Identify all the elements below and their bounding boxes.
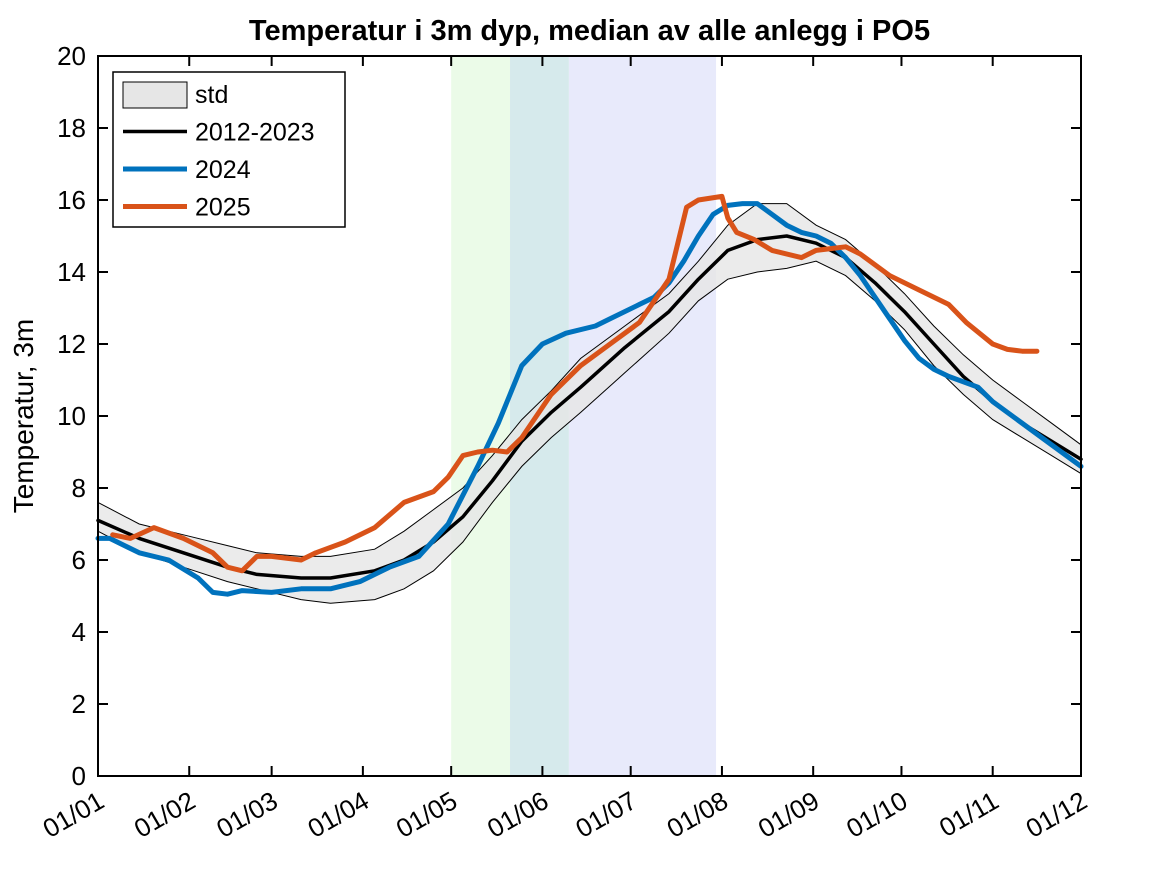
x-tick-label: 01/07 <box>570 785 641 844</box>
x-tick-label: 01/05 <box>391 785 462 844</box>
y-tick-label: 12 <box>57 329 86 359</box>
y-tick-label: 16 <box>57 185 86 215</box>
y-tick-label: 0 <box>72 761 86 791</box>
x-tick-label: 01/09 <box>753 785 824 844</box>
x-tick-label: 01/10 <box>841 785 912 844</box>
y-tick-label: 6 <box>72 545 86 575</box>
y-axis-label: Temperatur, 3m <box>8 319 39 514</box>
y-tick-label: 4 <box>72 617 86 647</box>
y-tick-label: 2 <box>72 689 86 719</box>
legend-label-2024: 2024 <box>195 156 251 184</box>
legend: std 2012-2023 2024 2025 <box>112 71 346 228</box>
y-tick-label: 10 <box>57 401 86 431</box>
x-tick-label: 01/08 <box>662 785 733 844</box>
x-tick-label: 01/06 <box>482 785 553 844</box>
x-tick-label: 01/02 <box>129 785 200 844</box>
shaded-period-3 <box>568 56 717 776</box>
y-tick-label: 8 <box>72 473 86 503</box>
x-tick-label: 01/03 <box>211 785 282 844</box>
chart-title: Temperatur i 3m dyp, median av alle anle… <box>249 15 930 47</box>
legend-label-std: std <box>195 81 228 109</box>
shaded-periods <box>451 56 717 776</box>
legend-swatch-std <box>122 81 188 109</box>
series-line-2025 <box>110 193 1040 574</box>
x-tick-label: 01/01 <box>38 785 109 844</box>
series-lines <box>95 193 1084 597</box>
legend-label-2025: 2025 <box>195 194 251 222</box>
y-tick-label: 14 <box>57 257 86 287</box>
x-tick-label: 01/12 <box>1021 785 1092 844</box>
y-tick-label: 20 <box>57 41 86 71</box>
x-tick-label: 01/11 <box>934 785 1004 843</box>
series-line-2012-2023 <box>96 234 1083 580</box>
x-tick-label: 01/04 <box>303 785 374 844</box>
legend-label-2012-2023: 2012-2023 <box>195 119 315 147</box>
y-tick-label: 18 <box>57 113 86 143</box>
